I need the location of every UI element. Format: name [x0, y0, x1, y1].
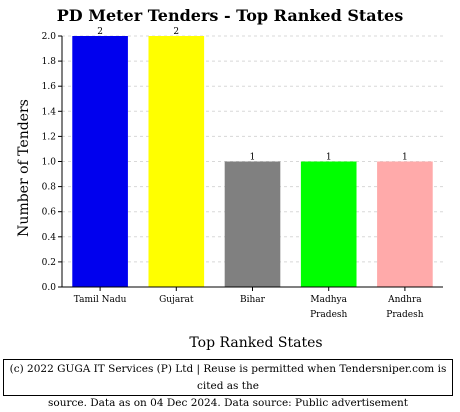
y-tick-label: 0.2 — [42, 258, 56, 268]
bar — [72, 36, 128, 287]
bar — [148, 36, 205, 287]
y-tick-label: 1.6 — [42, 82, 57, 92]
footer-line-1: (c) 2022 GUGA IT Services (P) Ltd | Reus… — [9, 363, 447, 392]
bar — [377, 161, 433, 287]
x-tick-label: Pradesh — [386, 310, 423, 320]
footer-line-2: source. Data as on 04 Dec 2024. Data sou… — [47, 397, 409, 409]
x-tick-label: Tamil Nadu — [74, 295, 127, 305]
y-tick-label: 0.8 — [42, 183, 57, 193]
y-tick-label: 1.0 — [42, 158, 57, 168]
y-tick-label: 2.0 — [42, 32, 57, 42]
bar — [224, 161, 281, 287]
chart-title: PD Meter Tenders - Top Ranked States — [56, 6, 404, 25]
y-tick-label: 0.4 — [42, 233, 57, 243]
x-tick-label: Pradesh — [310, 310, 347, 320]
footer-attribution: (c) 2022 GUGA IT Services (P) Ltd | Reus… — [3, 359, 453, 409]
bars: 2 2 1 1 1 — [72, 27, 433, 287]
data-label: 1 — [250, 153, 256, 163]
x-tick-label: Andhra — [387, 295, 422, 305]
data-label: 1 — [326, 153, 332, 163]
axes: 0.0 0.2 0.4 0.6 0.8 1.0 1.2 1.4 1.6 1.8 2.0 Tamil N… — [42, 32, 443, 320]
data-label: 2 — [173, 27, 179, 37]
bar-chart: 2 2 1 1 1 0.0 0.2 0.4 0.6 0.8 1.0 1.2 1.4 1.6 1.8 2.0 T… — [16, 27, 443, 351]
x-tick-label: Madhya — [310, 295, 347, 305]
y-axis-title: Number of Tenders — [16, 99, 32, 237]
y-tick-label: 0.0 — [42, 283, 57, 293]
x-axis-title: Top Ranked States — [189, 335, 322, 351]
data-label: 1 — [402, 153, 408, 163]
y-tick-label: 1.4 — [42, 107, 57, 117]
x-tick-label: Gujarat — [159, 295, 194, 305]
bar — [300, 161, 357, 287]
x-tick-label: Bihar — [240, 295, 266, 305]
y-tick-label: 1.2 — [42, 132, 56, 142]
y-tick-label: 1.8 — [42, 57, 57, 67]
y-tick-label: 0.6 — [42, 208, 57, 218]
data-label: 2 — [97, 27, 103, 37]
